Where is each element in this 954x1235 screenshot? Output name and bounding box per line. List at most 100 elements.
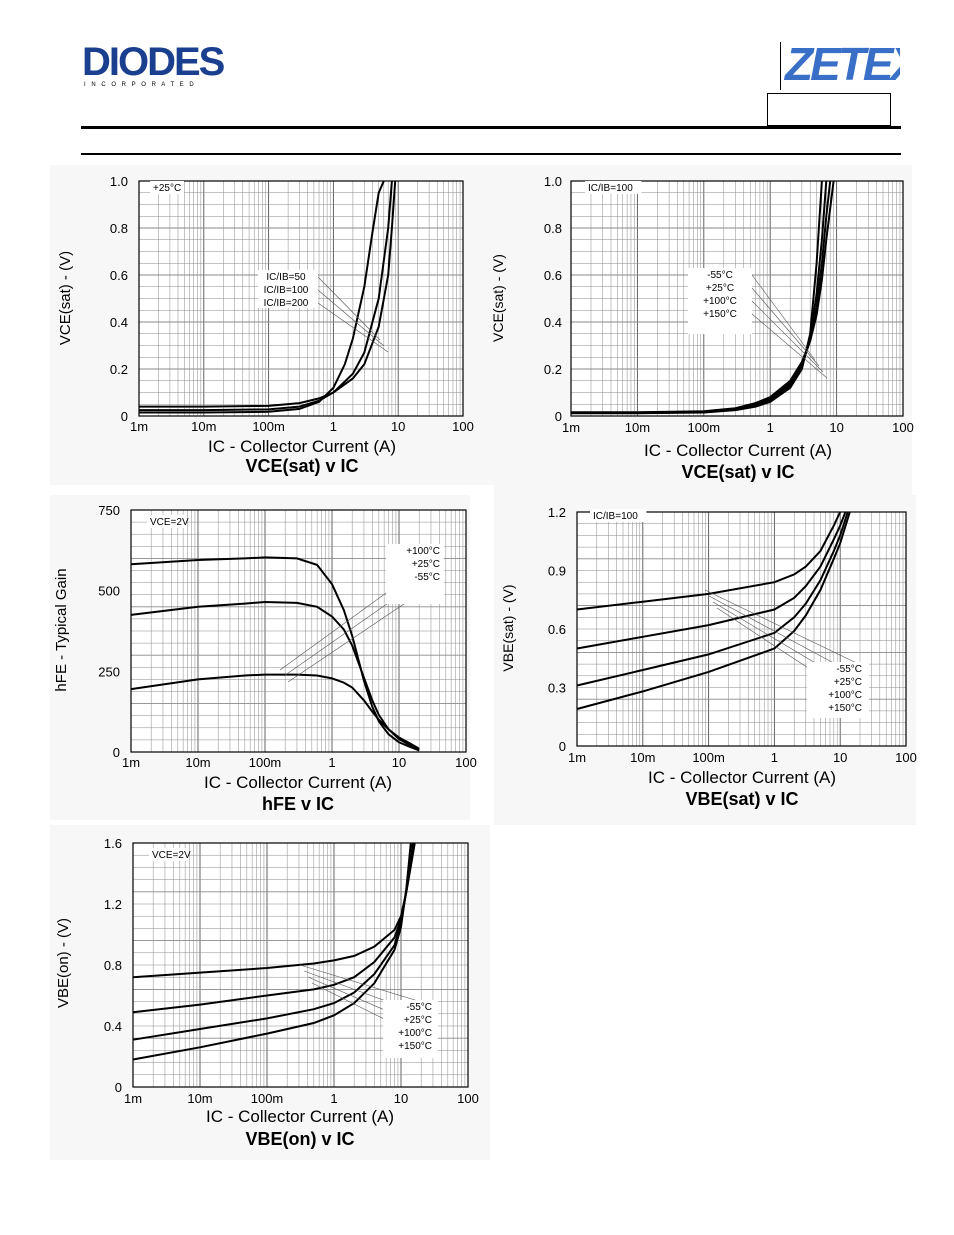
legend-entry: +25°C xyxy=(706,283,734,294)
series-line-3 xyxy=(130,673,420,750)
y-axis-label: VCE(sat) - (V) xyxy=(490,254,506,342)
y-tick-label: 1.6 xyxy=(104,836,122,851)
condition-label: VCE=2V xyxy=(150,517,189,528)
legend-leader xyxy=(751,300,824,373)
y-tick-label: 0 xyxy=(113,745,120,760)
condition-label: IC/IB=100 xyxy=(588,183,633,194)
condition-box xyxy=(590,509,647,522)
legend: +100°C +25°C -55°C xyxy=(279,544,445,683)
y-tick-label: 500 xyxy=(98,584,120,599)
x-tick-label: 1 xyxy=(767,420,774,435)
y-tick-label: 0.4 xyxy=(104,1019,122,1034)
legend-entry: +150°C xyxy=(703,309,737,320)
x-tick-label: 10 xyxy=(391,419,405,434)
x-tick-label: 1m xyxy=(568,750,586,765)
legend-entry: -55°C xyxy=(707,270,733,281)
x-tick-label: 1 xyxy=(330,419,337,434)
legend-leader xyxy=(751,274,816,361)
chart-caption-main: VCE(sat) xyxy=(681,462,756,482)
legend-entry: -55°C xyxy=(836,664,862,675)
series-line-1 xyxy=(576,511,842,611)
legend-entry: +100°C xyxy=(398,1028,432,1039)
y-tick-label: 1.2 xyxy=(104,897,122,912)
chart-caption: hFE v IC xyxy=(262,794,334,814)
legend-leader xyxy=(317,302,389,353)
y-tick-label: 0.8 xyxy=(544,221,562,236)
y-axis-label: VCE(sat) - (V) xyxy=(57,251,74,345)
diodes-subtitle: I N C O R P O R A T E D xyxy=(84,82,196,88)
chart-caption-tail: v IC xyxy=(757,462,795,482)
y-tick-label: 0.8 xyxy=(110,221,128,236)
legend-entry: -55°C xyxy=(406,1002,432,1013)
series-line-3 xyxy=(139,180,397,408)
x-tick-label: 10m xyxy=(187,1091,212,1106)
series-line-2 xyxy=(576,511,847,650)
chart-caption: VCE(sat) v IC xyxy=(681,462,794,482)
condition-label: VCE=2V xyxy=(152,850,191,861)
y-tick-label: 1.0 xyxy=(544,174,562,189)
x-tick-label: 100 xyxy=(895,750,917,765)
y-tick-label: 0.2 xyxy=(110,362,128,377)
y-tick-label: 1.0 xyxy=(110,174,128,189)
diodes-logo: DIODES I N C O R P O R A T E D xyxy=(82,40,257,93)
grid xyxy=(130,509,467,753)
chart-caption: VCE(sat) v IC xyxy=(245,456,358,476)
y-tick-label: 0.8 xyxy=(104,958,122,973)
legend-entry: +25°C xyxy=(404,1015,432,1026)
y-tick-label: 0.9 xyxy=(548,564,566,579)
chart-caption-main: VBE(on) xyxy=(245,1129,316,1149)
zetex-divider xyxy=(780,42,781,90)
chart-caption-main: hFE xyxy=(262,794,296,814)
series-line-1 xyxy=(130,556,420,752)
legend-leader xyxy=(317,276,381,341)
legend-box xyxy=(258,270,318,308)
y-tick-label: 250 xyxy=(98,664,120,679)
y-tick-label: 750 xyxy=(98,503,120,518)
series-line-3 xyxy=(576,511,849,687)
legend-entry: IC/IB=200 xyxy=(264,298,309,309)
y-tick-label: 0 xyxy=(115,1080,122,1095)
x-tick-label: 100m xyxy=(249,755,282,770)
y-axis-label: hFE - Typical Gain xyxy=(53,568,70,691)
y-tick-label: 0.4 xyxy=(544,315,562,330)
x-tick-label: 100m xyxy=(252,419,285,434)
legend-leader xyxy=(751,313,828,379)
chart-3: 750 500 250 01m 10m 100m 1 10 100 VCE=2V +100°C +25… xyxy=(50,495,477,820)
diodes-wordmark: DIODES xyxy=(82,40,225,84)
x-axis-label: IC - Collector Current (A) xyxy=(644,441,832,460)
condition-label: +25°C xyxy=(153,183,181,194)
x-tick-label: 1 xyxy=(771,750,778,765)
legend-box xyxy=(807,662,869,718)
x-axis-label: IC - Collector Current (A) xyxy=(208,437,396,456)
x-tick-label: 100 xyxy=(892,420,914,435)
chart-caption-tail: v IC xyxy=(321,456,359,476)
y-axis-label: VBE(on) - (V) xyxy=(55,918,72,1008)
legend-entry: -55°C xyxy=(414,572,440,583)
series-line-1 xyxy=(139,180,385,414)
y-tick-label: 0.6 xyxy=(548,622,566,637)
legend-box xyxy=(688,268,752,334)
legend-entry: +150°C xyxy=(398,1041,432,1052)
chart-5: 1.6 1.2 0.8 0.4 01m 10m 100m 1 10 100 VCE=2V -55°C +… xyxy=(50,825,490,1160)
legend-box xyxy=(383,1000,438,1058)
legend-leader xyxy=(751,287,820,367)
legend: IC/IB=50 IC/IB=100 IC/IB=200 xyxy=(258,270,389,353)
y-tick-label: 0 xyxy=(555,409,562,424)
y-axis-label: VBE(sat) - (V) xyxy=(500,584,516,671)
y-tick-label: 0 xyxy=(121,409,128,424)
chart-2: 1.0 0.8 0.6 0.4 0.2 01m 10m 100m 1 10 100 IC/IB=100… xyxy=(490,165,914,497)
condition-box xyxy=(149,848,189,861)
legend: -55°C +25°C +100°C +150°C xyxy=(688,268,828,379)
legend-box xyxy=(386,544,444,604)
plot-frame xyxy=(570,180,904,417)
y-tick-label: 1.2 xyxy=(548,505,566,520)
chart-caption-tail: v IC xyxy=(761,789,799,809)
x-tick-label: 10 xyxy=(829,420,843,435)
x-tick-label: 1m xyxy=(562,420,580,435)
chart-caption-tail: v IC xyxy=(316,1129,354,1149)
legend-entry: IC/IB=50 xyxy=(266,272,306,283)
part-number-box xyxy=(767,93,891,126)
x-tick-label: 1 xyxy=(328,755,335,770)
legend-entry: +150°C xyxy=(828,703,862,714)
